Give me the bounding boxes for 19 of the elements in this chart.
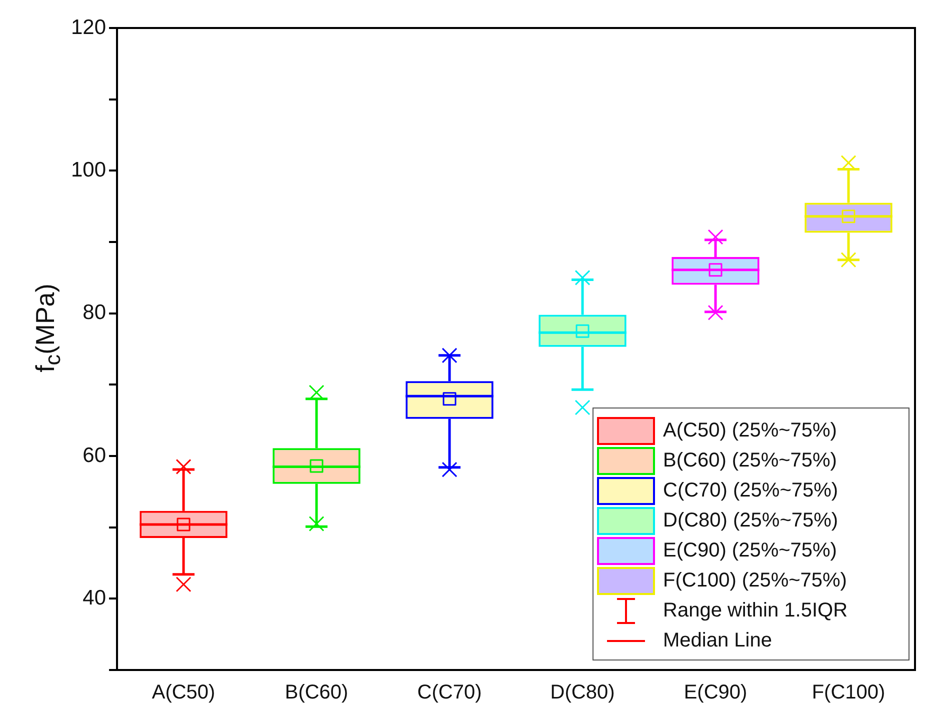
legend-label: C(C70) (25%~75%) [663,480,838,502]
legend-label: A(C50) (25%~75%) [663,420,837,442]
x-tick-label: D(C80) [550,682,615,704]
legend-label: D(C80) (25%~75%) [663,510,838,532]
x-tick-label: E(C90) [684,682,748,704]
y-tick-label: 80 [82,301,106,324]
legend-label: E(C90) (25%~75%) [663,540,837,562]
y-tick-label: 120 [70,16,106,39]
x-tick-label: A(C50) [152,682,216,704]
x-tick-label: C(C70) [417,682,482,704]
annotation: Median Line [663,630,772,652]
legend-label: B(C60) (25%~75%) [663,450,837,472]
x-tick-label: B(C60) [284,682,348,704]
x-tick-label: F(C100) [812,682,886,704]
y-tick-label: 40 [82,586,106,610]
legend-label: F(C100) (25%~75%) [663,570,847,592]
y-tick-label: 60 [82,444,106,467]
annotation: Range within 1.5IQR [663,600,848,622]
y-tick-label: 100 [70,158,106,182]
